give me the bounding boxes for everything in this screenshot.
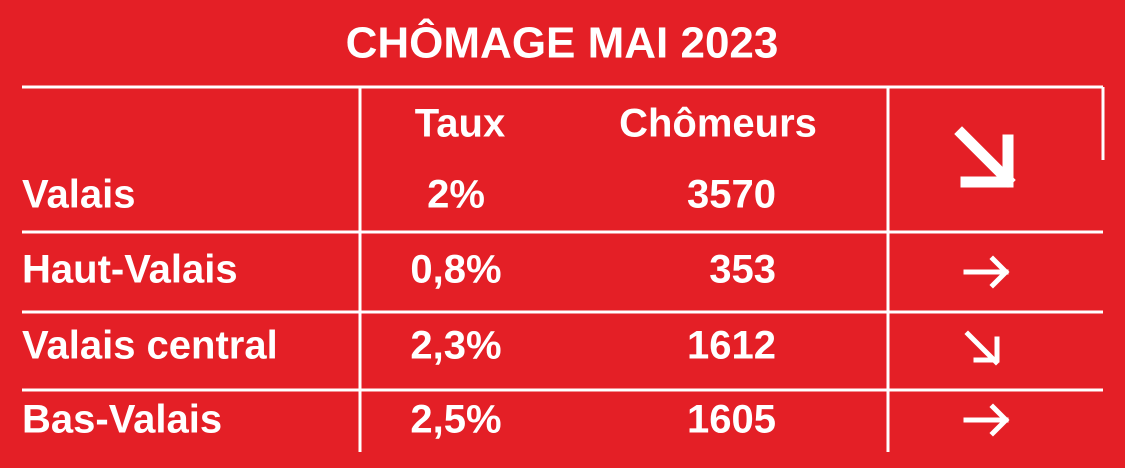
rate: 2,3% bbox=[410, 324, 501, 368]
trend-arrow bbox=[963, 403, 1010, 437]
title: CHÔMAGE MAI 2023 bbox=[346, 17, 779, 68]
column-header: Chômeurs bbox=[619, 102, 817, 146]
trend-arrow bbox=[954, 126, 1016, 188]
count: 1605 bbox=[687, 398, 776, 442]
count: 353 bbox=[709, 248, 776, 292]
column-header: Taux bbox=[415, 102, 505, 146]
count: 3570 bbox=[687, 173, 776, 217]
rate: 2,5% bbox=[410, 398, 501, 442]
row-label: Bas-Valais bbox=[22, 398, 222, 442]
rows: Valais 2% 3570 Haut-Valais 0,8% 353 Valais cen… bbox=[22, 173, 776, 442]
row-label: Haut-Valais bbox=[22, 248, 238, 292]
trend-arrow bbox=[963, 255, 1010, 289]
trend-arrow bbox=[964, 330, 1000, 366]
rate: 0,8% bbox=[410, 248, 501, 292]
row-label: Valais central bbox=[22, 324, 278, 368]
count: 1612 bbox=[687, 324, 776, 368]
rate: 2% bbox=[427, 173, 485, 217]
row-label: Valais bbox=[22, 173, 135, 217]
